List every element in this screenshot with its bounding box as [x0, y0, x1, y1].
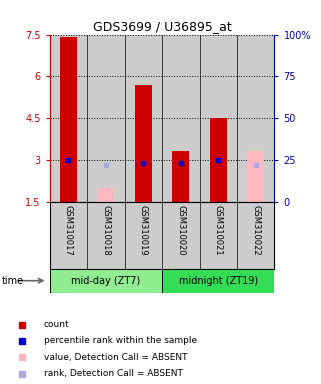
Text: percentile rank within the sample: percentile rank within the sample	[44, 336, 197, 346]
Bar	[162, 269, 274, 293]
Text: value, Detection Call = ABSENT: value, Detection Call = ABSENT	[44, 353, 187, 362]
Text: rank, Detection Call = ABSENT: rank, Detection Call = ABSENT	[44, 369, 183, 378]
Text: GSM310019: GSM310019	[139, 205, 148, 256]
Bar	[125, 35, 162, 202]
Bar	[60, 37, 77, 202]
Title: GDS3699 / U36895_at: GDS3699 / U36895_at	[93, 20, 231, 33]
Bar	[162, 35, 200, 202]
Text: GSM310020: GSM310020	[176, 205, 185, 256]
Text: GSM310018: GSM310018	[101, 205, 110, 256]
Bar	[50, 35, 87, 202]
Text: GSM310021: GSM310021	[214, 205, 223, 256]
Bar	[98, 188, 114, 202]
Bar	[210, 118, 227, 202]
Text: GSM310022: GSM310022	[251, 205, 260, 256]
Text: GSM310017: GSM310017	[64, 205, 73, 256]
Bar	[135, 85, 152, 202]
Text: mid-day (ZT7): mid-day (ZT7)	[71, 276, 141, 286]
Bar	[247, 152, 264, 202]
Bar	[237, 35, 274, 202]
Bar	[87, 35, 125, 202]
Text: count: count	[44, 320, 69, 329]
Bar	[172, 152, 189, 202]
Bar	[200, 35, 237, 202]
Text: time: time	[2, 276, 24, 286]
Text: midnight (ZT19): midnight (ZT19)	[179, 276, 258, 286]
Bar	[50, 269, 162, 293]
